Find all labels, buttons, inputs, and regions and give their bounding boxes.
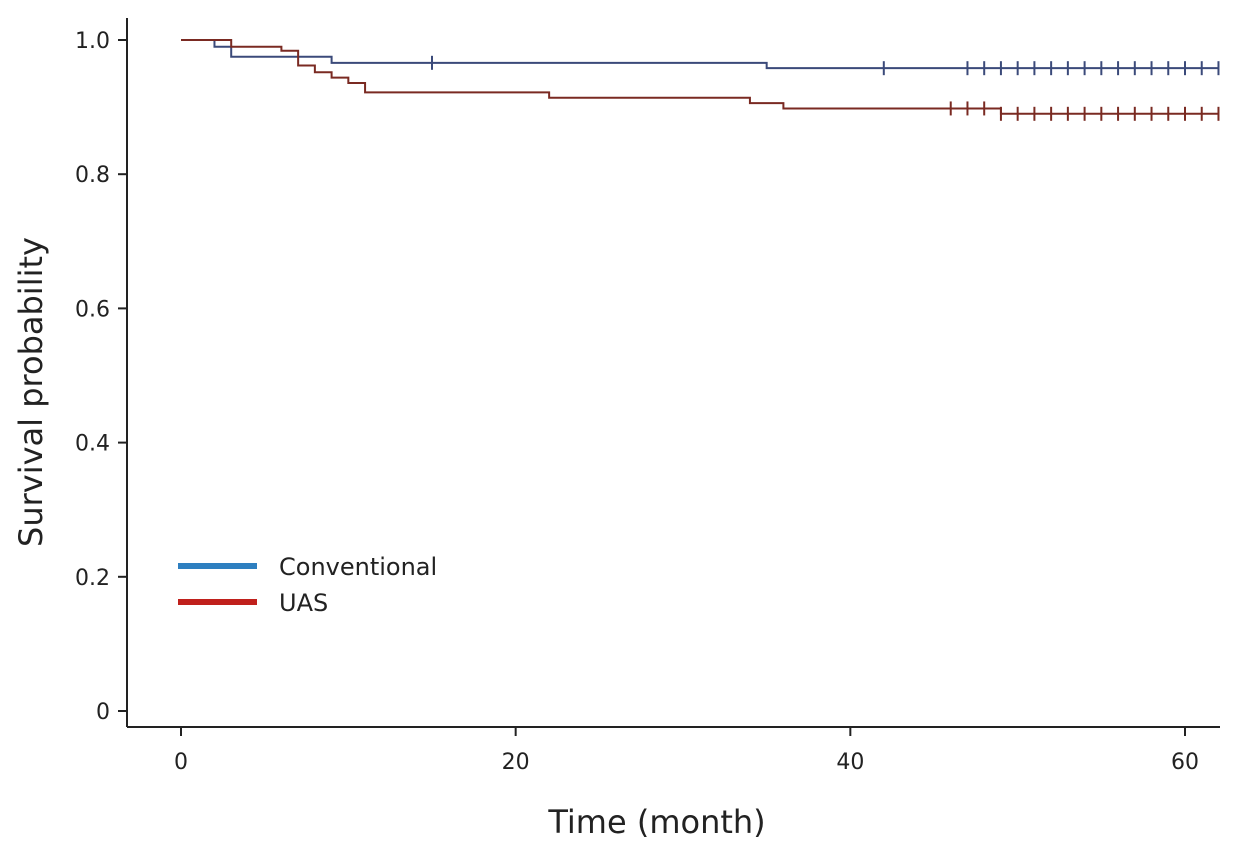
y-tick-label: 0.6 [75, 297, 110, 322]
y-tick-label: 0.2 [75, 566, 110, 591]
y-tick-label: 0 [96, 700, 110, 725]
x-tick-label: 60 [1171, 750, 1199, 775]
x-tick-label: 0 [174, 750, 188, 775]
legend-label-conventional: Conventional [279, 553, 437, 581]
tick-marks: 0 20 40 60 0 0.2 0.4 0.6 0.8 1.0 [75, 29, 1199, 775]
y-tick-label: 0.8 [75, 163, 110, 188]
series-lines [181, 39, 1219, 115]
legend-label-uas: UAS [279, 589, 328, 617]
legend: Conventional UAS [178, 553, 437, 617]
y-tick-label: 1.0 [75, 29, 110, 54]
y-axis-title: Survival probability [12, 237, 50, 547]
censor-marks [431, 55, 1220, 121]
x-tick-label: 20 [502, 750, 530, 775]
axes [126, 18, 1220, 728]
x-axis-title: Time (month) [547, 803, 765, 841]
x-tick-label: 40 [836, 750, 864, 775]
series-line-uas [181, 39, 1219, 115]
series-line-conventional [181, 39, 1219, 70]
y-tick-label: 0.4 [75, 432, 110, 457]
